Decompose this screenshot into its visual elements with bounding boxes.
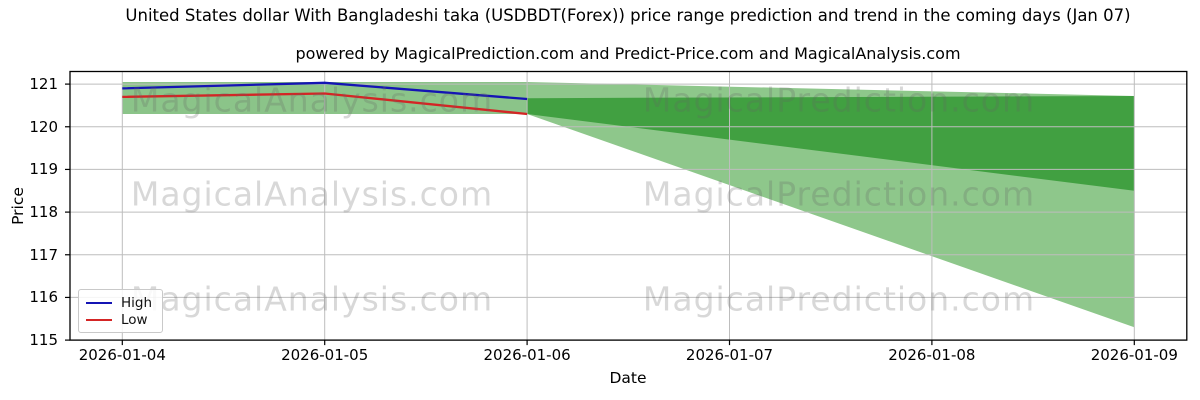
y-tick-label: 115 [29,331,58,350]
chart-title: United States dollar With Bangladeshi ta… [125,6,1131,25]
y-tick-label: 119 [29,160,58,179]
y-tick-label: 117 [29,245,58,264]
x-tick-label: 2026-01-05 [281,346,369,364]
chart-subtitle: powered by MagicalPrediction.com and Pre… [295,44,961,63]
legend-line-sample [86,318,112,321]
x-tick-label: 2026-01-09 [1090,346,1178,364]
x-tick-label: 2026-01-07 [685,346,774,364]
band-forecast-likely-range [527,96,1135,191]
series-line-high [122,81,528,101]
y-tick-label: 120 [29,117,58,136]
series-line-low [122,92,528,116]
legend-line-sample [86,301,112,304]
x-tick-label: 2026-01-06 [483,346,571,364]
plot-border [69,70,1188,341]
legend-entry-high: High [86,296,156,310]
y-tick-label: 118 [29,203,58,222]
x-tick-label: 2026-01-04 [78,346,166,364]
legend-label: Low [121,311,148,328]
y-tick-label: 116 [29,288,58,307]
y-tick-label: 121 [29,75,58,94]
legend-box: High Low [78,289,163,333]
legend-label: High [121,294,153,311]
x-tick-label: 2026-01-08 [888,346,976,364]
legend-entry-low: Low [86,313,156,327]
x-axis-label: Date [609,369,647,387]
y-axis-label: Price [9,187,27,225]
